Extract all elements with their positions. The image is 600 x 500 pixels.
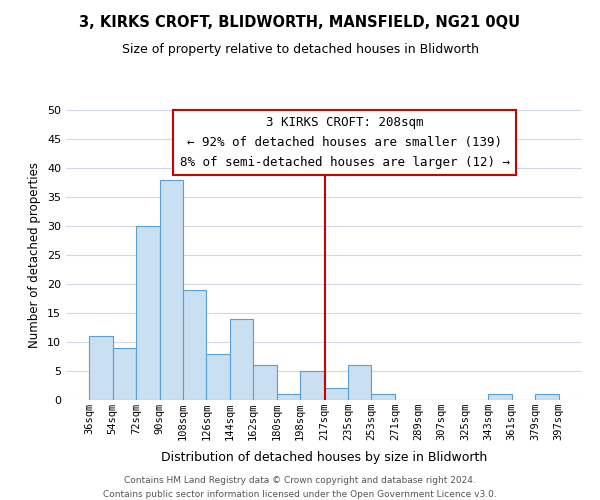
Text: Size of property relative to detached houses in Blidworth: Size of property relative to detached ho…: [121, 42, 479, 56]
Bar: [371, 394, 395, 400]
Bar: [253, 365, 277, 400]
Bar: [300, 371, 325, 400]
Bar: [325, 388, 348, 400]
Bar: [183, 290, 206, 400]
Bar: [230, 319, 253, 400]
Bar: [277, 394, 300, 400]
Text: Contains HM Land Registry data © Crown copyright and database right 2024.: Contains HM Land Registry data © Crown c…: [124, 476, 476, 485]
Text: 3 KIRKS CROFT: 208sqm
← 92% of detached houses are smaller (139)
8% of semi-deta: 3 KIRKS CROFT: 208sqm ← 92% of detached …: [179, 116, 509, 169]
Bar: [348, 365, 371, 400]
Bar: [136, 226, 160, 400]
Bar: [160, 180, 183, 400]
Bar: [113, 348, 136, 400]
Bar: [535, 394, 559, 400]
Bar: [89, 336, 113, 400]
X-axis label: Distribution of detached houses by size in Blidworth: Distribution of detached houses by size …: [161, 452, 487, 464]
Y-axis label: Number of detached properties: Number of detached properties: [28, 162, 41, 348]
Bar: [206, 354, 230, 400]
Text: Contains public sector information licensed under the Open Government Licence v3: Contains public sector information licen…: [103, 490, 497, 499]
Bar: [488, 394, 512, 400]
Text: 3, KIRKS CROFT, BLIDWORTH, MANSFIELD, NG21 0QU: 3, KIRKS CROFT, BLIDWORTH, MANSFIELD, NG…: [79, 15, 521, 30]
